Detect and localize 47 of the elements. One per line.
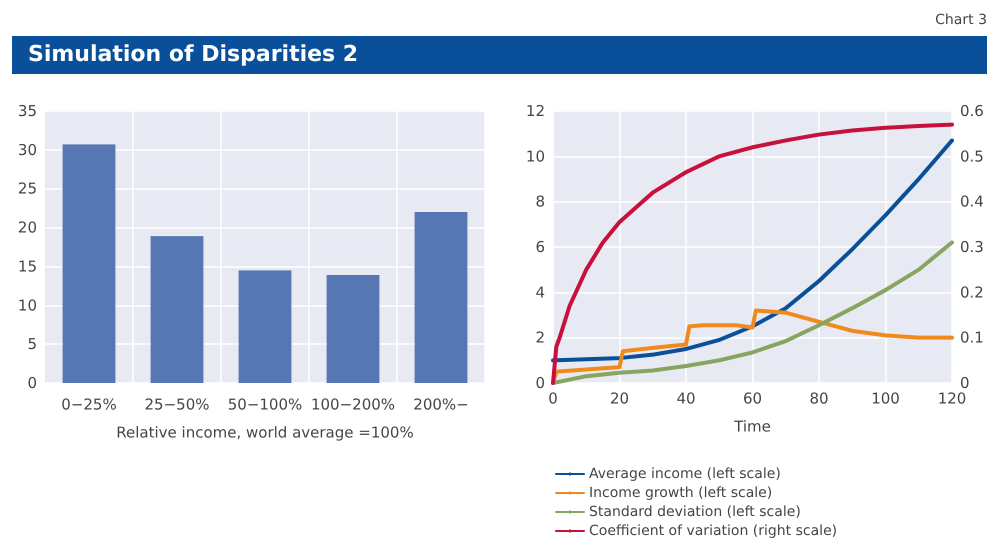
y-tick-label: 10: [18, 296, 37, 314]
y-tick-label: 15: [18, 257, 37, 276]
y2-tick-label: 0: [960, 374, 970, 392]
y2-tick-label: 0.4: [960, 192, 984, 211]
x-tick-label: 50−100%: [228, 396, 302, 414]
y2-tick-label: 0.1: [960, 328, 984, 347]
x-tick-label: 120: [938, 390, 966, 408]
y-tick-label: 20: [18, 218, 37, 237]
y-tick-label: 4: [535, 283, 545, 302]
y-tick-label: 12: [526, 102, 545, 120]
y-tick-label: 10: [526, 147, 545, 166]
y-tick-label: 0: [535, 374, 545, 392]
y-tick-label: 0: [27, 374, 37, 392]
legend-label: Standard deviation (left scale): [589, 504, 801, 520]
y-tick-label: 6: [535, 238, 545, 256]
x-tick-label: 40: [676, 390, 696, 408]
x-tick-label: 25−50%: [144, 396, 210, 414]
x-tick-label: 80: [809, 390, 829, 408]
legend-label: Coefficient of variation (right scale): [589, 523, 838, 539]
x-tick-label: 20: [610, 390, 630, 408]
x-axis-title: Time: [733, 418, 771, 436]
caption: Chart 3: [935, 12, 987, 28]
chart-title: Simulation of Disparities 2: [12, 36, 987, 74]
y-tick-label: 5: [27, 335, 37, 354]
x-tick-label: 0−25%: [61, 396, 117, 414]
y-tick-label: 25: [18, 180, 37, 198]
x-tick-label: 100−200%: [310, 396, 396, 414]
y-tick-label: 2: [535, 328, 545, 347]
x-axis-title: Relative income, world average =100%: [116, 424, 414, 442]
bar: [238, 270, 292, 383]
x-tick-label: 0: [548, 390, 558, 408]
x-tick-label: 200%−: [413, 396, 469, 414]
y-tick-label: 30: [18, 140, 37, 159]
y2-tick-label: 0.5: [960, 147, 984, 166]
legend-label: Average income (left scale): [589, 466, 781, 482]
bar: [150, 236, 204, 383]
bar: [326, 274, 380, 383]
x-tick-label: 100: [871, 390, 900, 408]
bar: [62, 144, 116, 383]
x-tick-label: 60: [742, 390, 762, 408]
y-tick-label: 35: [18, 102, 37, 120]
y-tick-label: 8: [535, 192, 545, 211]
bar: [414, 212, 468, 383]
y2-tick-label: 0.2: [960, 283, 984, 302]
y2-tick-label: 0.3: [960, 238, 984, 256]
legend-label: Income growth (left scale): [589, 485, 772, 501]
y2-tick-label: 0.6: [960, 102, 984, 120]
